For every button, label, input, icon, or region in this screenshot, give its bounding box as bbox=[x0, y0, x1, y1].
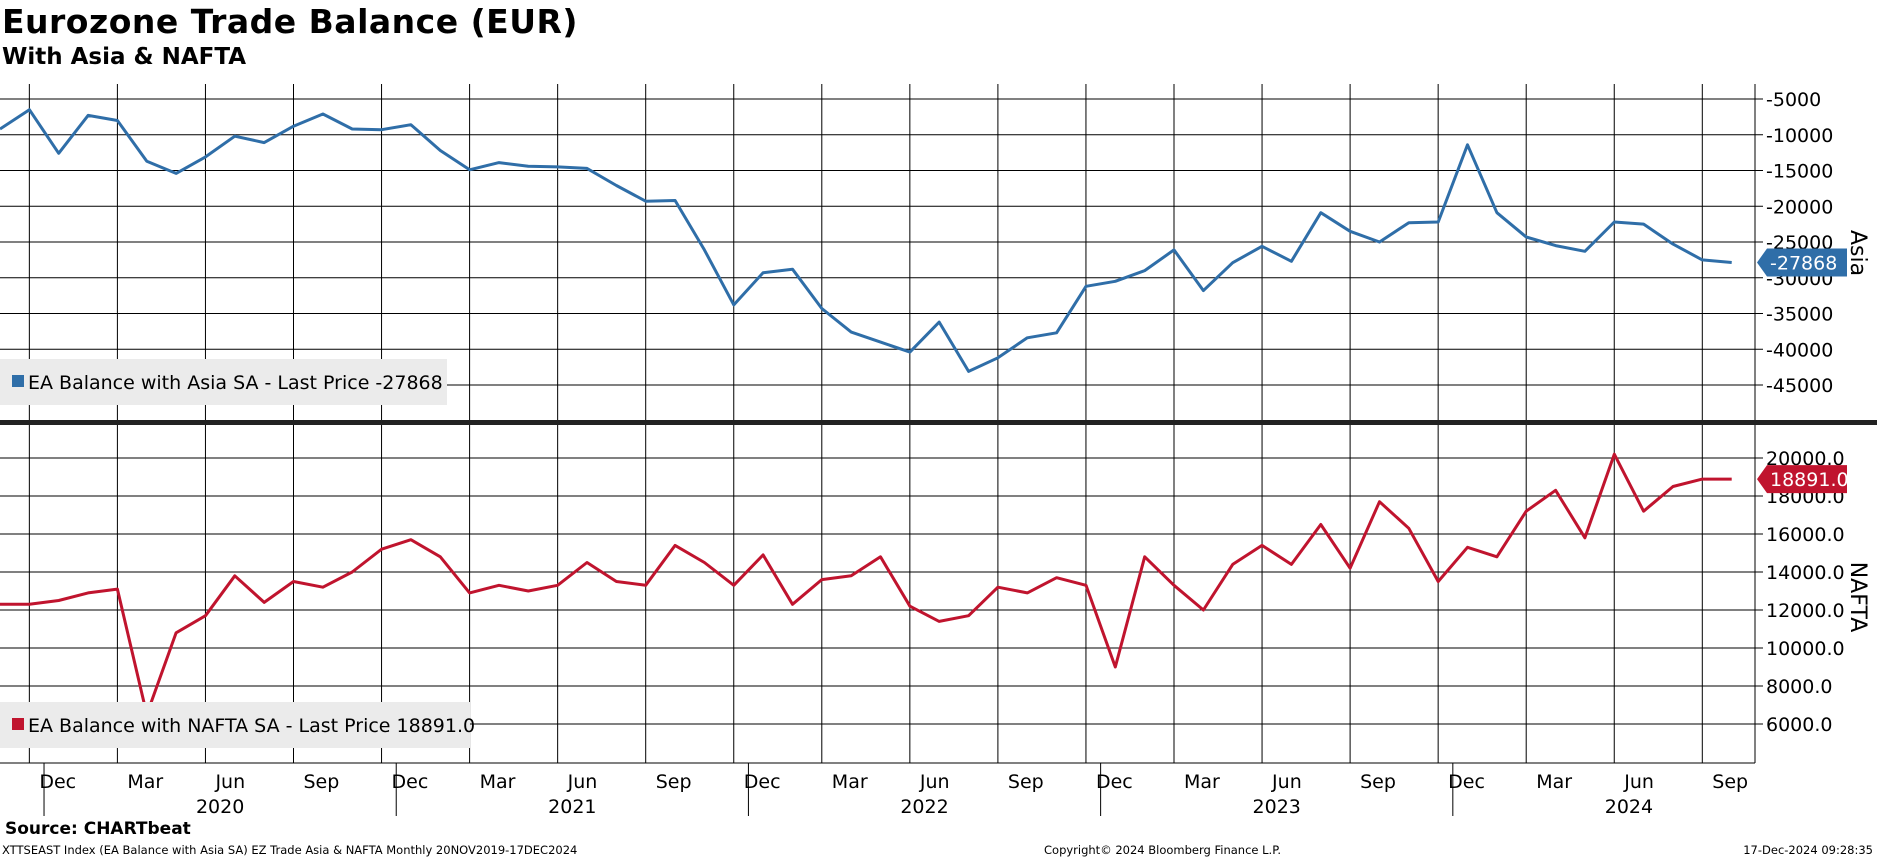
panel-divider-bar bbox=[0, 420, 1877, 425]
x-year-label: 2020 bbox=[196, 796, 244, 818]
x-tick-label: Dec bbox=[1096, 771, 1133, 793]
last-value-label: 18891.0 bbox=[1770, 469, 1849, 491]
copyright: Copyright© 2024 Bloomberg Finance L.P. bbox=[1044, 843, 1281, 857]
y-tick-label: -10000 bbox=[1766, 125, 1833, 147]
legend-label: EA Balance with Asia SA - Last Price -27… bbox=[28, 372, 443, 394]
x-tick-label: Jun bbox=[567, 771, 598, 793]
last-value-badge bbox=[1757, 248, 1847, 277]
index-info: XTTSEAST Index (EA Balance with Asia SA)… bbox=[2, 843, 578, 857]
panel-divider bbox=[0, 420, 1877, 425]
x-tick-label: Mar bbox=[1536, 771, 1572, 793]
chart-subtitle: With Asia & NAFTA bbox=[2, 44, 247, 70]
x-tick-label: Sep bbox=[656, 771, 692, 793]
y-tick-label: -15000 bbox=[1766, 161, 1833, 183]
y-tick-label: -20000 bbox=[1766, 196, 1833, 218]
y-tick-label: -25000 bbox=[1766, 232, 1833, 254]
x-tick-label: Dec bbox=[39, 771, 76, 793]
legend-background bbox=[0, 702, 470, 748]
x-tick-label: Sep bbox=[304, 771, 340, 793]
x-tick-label: Sep bbox=[1360, 771, 1396, 793]
x-tick-label: Jun bbox=[1271, 771, 1302, 793]
series-lines bbox=[0, 108, 1732, 716]
grid-lines bbox=[0, 84, 1763, 764]
y-tick-label: -40000 bbox=[1766, 339, 1833, 361]
x-year-label: 2024 bbox=[1605, 796, 1653, 818]
y-tick-label: 12000.0 bbox=[1766, 600, 1845, 622]
chart-title: Eurozone Trade Balance (EUR) bbox=[2, 2, 578, 41]
x-tick-label: Jun bbox=[1623, 771, 1654, 793]
x-tick-label: Jun bbox=[214, 771, 245, 793]
y-tick-label: 8000.0 bbox=[1766, 676, 1832, 698]
y-axis-labels: -5000-10000-15000-20000-25000-30000-3500… bbox=[1766, 89, 1870, 736]
legend-background bbox=[0, 359, 447, 405]
asia-series-line bbox=[0, 108, 1732, 373]
y-tick-label: -45000 bbox=[1766, 375, 1833, 397]
y-tick-label: -5000 bbox=[1766, 89, 1821, 111]
y-tick-label: -35000 bbox=[1766, 304, 1833, 326]
x-tick-label: Mar bbox=[1184, 771, 1220, 793]
x-tick-label: Dec bbox=[1448, 771, 1485, 793]
last-value-label: -27868 bbox=[1770, 253, 1837, 275]
y-tick-label: 20000.0 bbox=[1766, 448, 1845, 470]
x-year-label: 2022 bbox=[900, 796, 948, 818]
x-tick-label: Mar bbox=[832, 771, 868, 793]
y-axis-title: Asia bbox=[1845, 230, 1870, 276]
x-tick-label: Sep bbox=[1712, 771, 1748, 793]
last-value-badges: -27868 18891.0 bbox=[1757, 248, 1849, 494]
x-year-label: 2023 bbox=[1253, 796, 1301, 818]
y-tick-label: 14000.0 bbox=[1766, 562, 1845, 584]
nafta-series-line bbox=[0, 452, 1732, 716]
x-tick-label: Dec bbox=[744, 771, 781, 793]
x-tick-label: Sep bbox=[1008, 771, 1044, 793]
y-tick-label: 16000.0 bbox=[1766, 524, 1845, 546]
x-tick-label: Mar bbox=[480, 771, 516, 793]
source-label: Source: CHARTbeat bbox=[5, 819, 191, 839]
x-year-label: 2021 bbox=[548, 796, 596, 818]
legend-swatch bbox=[12, 718, 24, 730]
x-axis-labels: Dec Mar Jun Sep Dec Mar Jun Sep Dec Mar Jun Sep Dec M… bbox=[39, 763, 1748, 818]
timestamp: 17-Dec-2024 09:28:35 bbox=[1743, 843, 1873, 857]
x-tick-label: Mar bbox=[127, 771, 163, 793]
legend-label: EA Balance with NAFTA SA - Last Price 18… bbox=[28, 715, 475, 737]
y-axis-title: NAFTA bbox=[1845, 562, 1870, 633]
last-value-badge bbox=[1757, 465, 1847, 494]
legends: EA Balance with Asia SA - Last Price -27… bbox=[0, 359, 475, 748]
legend-swatch bbox=[12, 375, 24, 387]
y-tick-label: 10000.0 bbox=[1766, 638, 1845, 660]
y-tick-label: 6000.0 bbox=[1766, 714, 1832, 736]
x-tick-label: Dec bbox=[392, 771, 429, 793]
x-tick-label: Jun bbox=[919, 771, 950, 793]
